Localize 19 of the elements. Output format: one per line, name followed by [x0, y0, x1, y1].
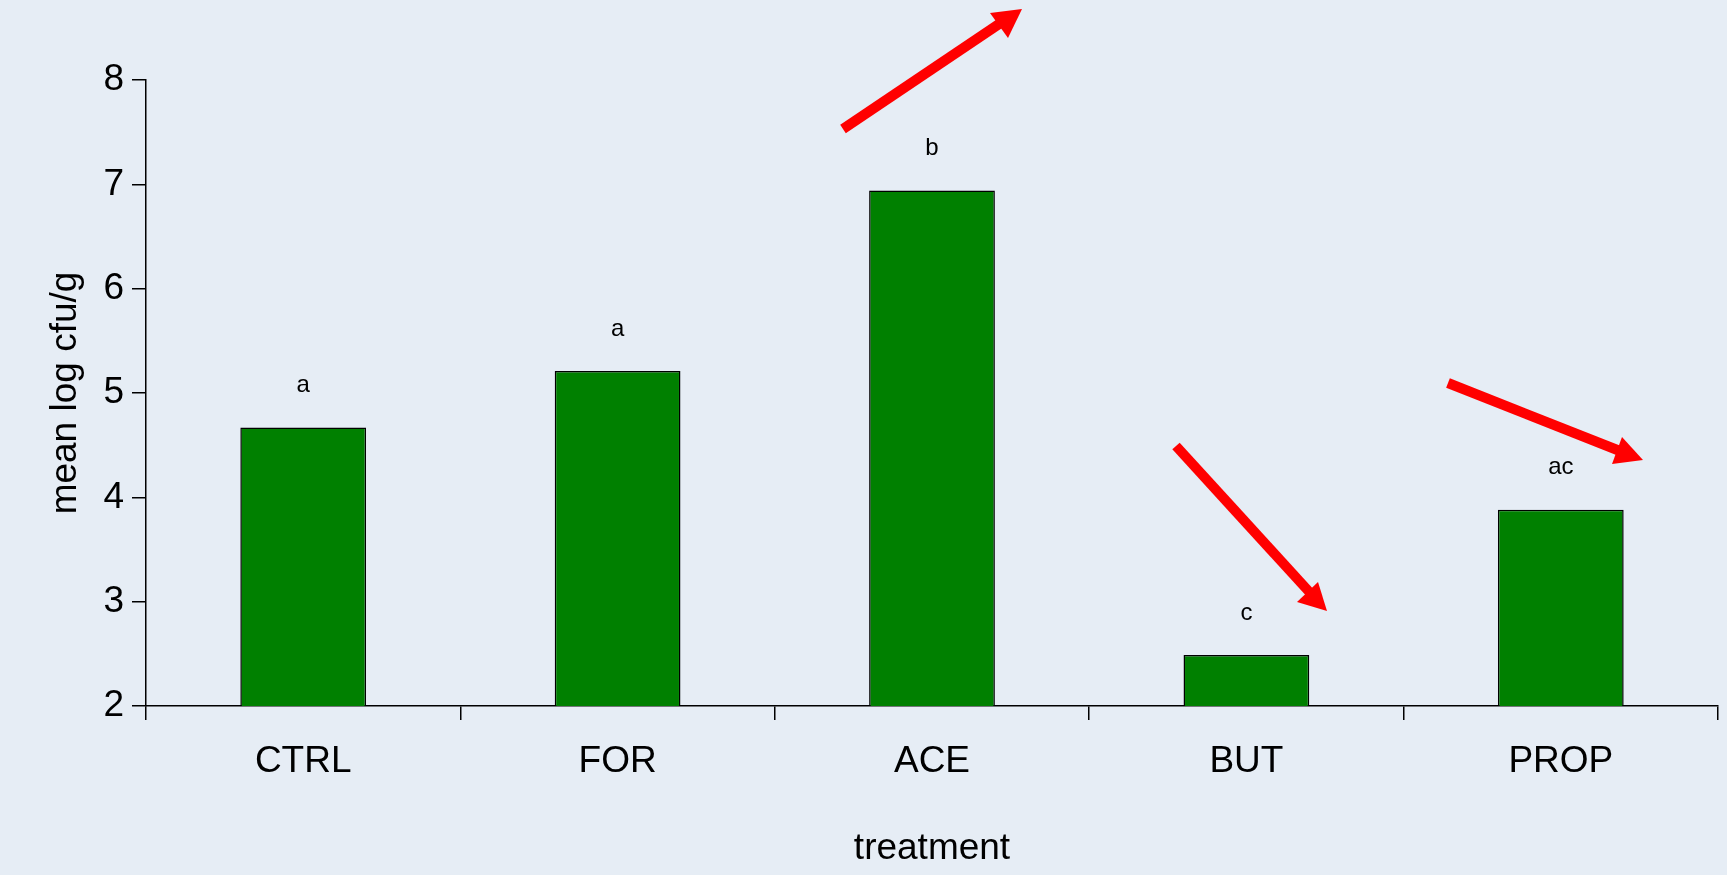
y-tick-label: 2 — [103, 683, 124, 725]
annotation: a — [296, 370, 311, 398]
annotation: c — [1240, 597, 1253, 625]
y-tick-label: 7 — [103, 161, 124, 203]
annotation: b — [925, 133, 939, 161]
annotation: a — [610, 313, 625, 341]
y-axis-title: mean log cfu/g — [43, 271, 85, 515]
x-tick-label: PROP — [1508, 739, 1614, 781]
x-tick-label: ACE — [893, 739, 971, 781]
x-tick-label: CTRL — [254, 739, 352, 781]
y-tick-label: 8 — [103, 57, 124, 99]
x-axis-title: treatment — [853, 826, 1011, 867]
x-tick-label: BUT — [1209, 739, 1284, 781]
x-tick-label: FOR — [578, 739, 657, 781]
y-tick-label: 6 — [103, 265, 124, 307]
y-tick-label: 4 — [103, 474, 124, 516]
y-tick-label: 5 — [103, 370, 124, 412]
annotation: ac — [1548, 452, 1574, 480]
y-tick-label: 3 — [103, 578, 124, 620]
